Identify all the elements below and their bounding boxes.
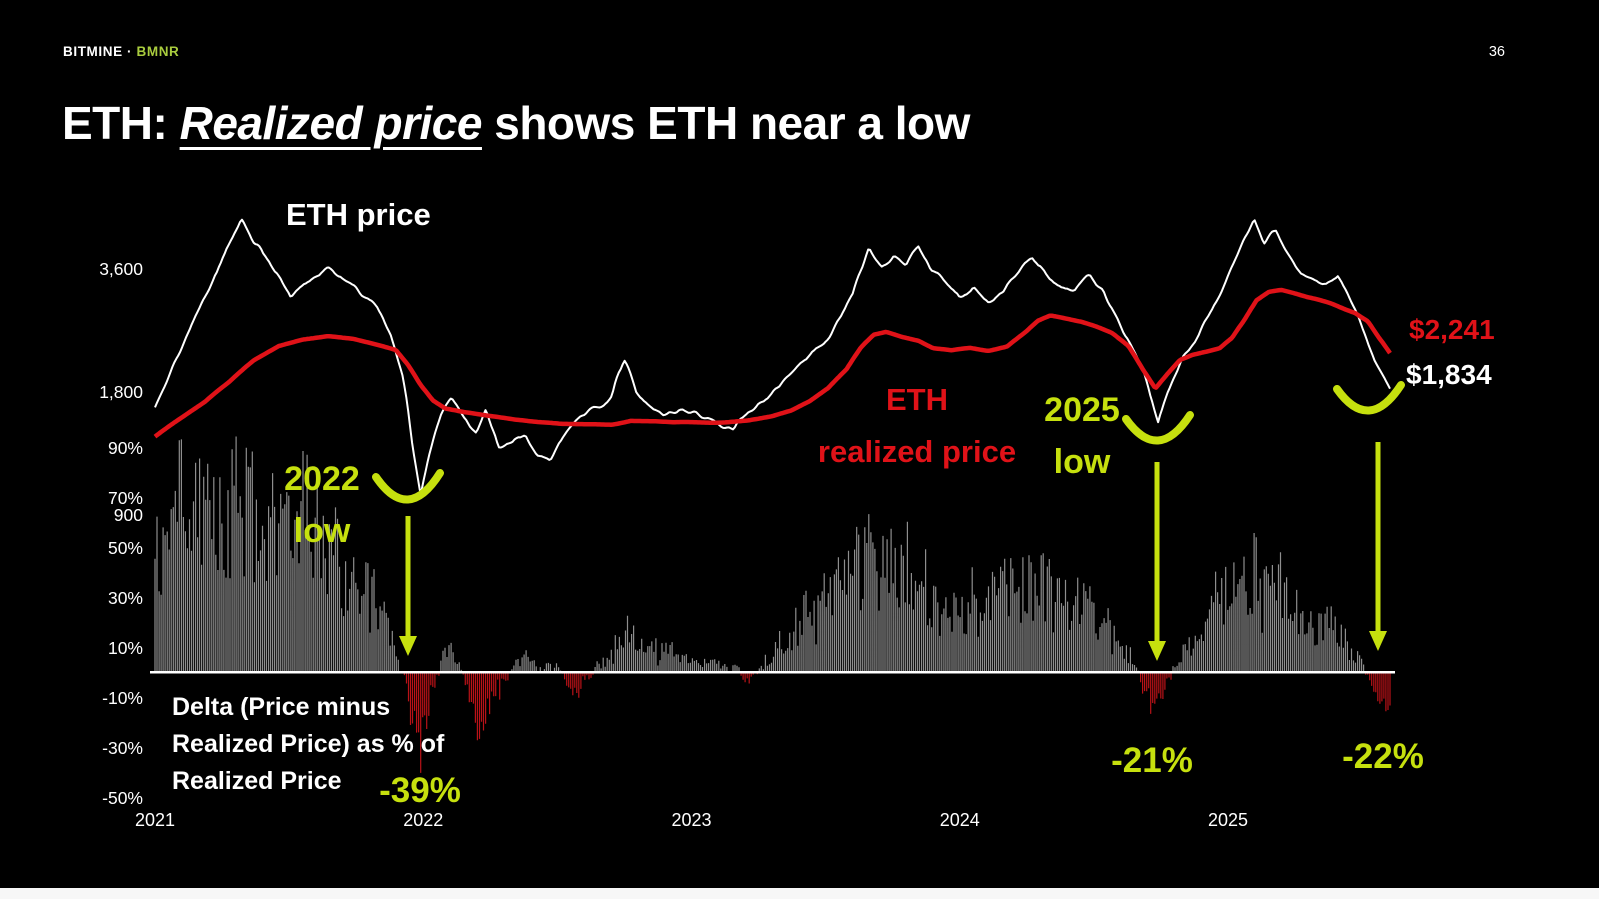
eth-price-series-label: ETH price	[286, 197, 431, 232]
x-axis-year-tick: 2022	[403, 810, 444, 830]
delta-current-value-label: -22%	[1342, 737, 1424, 776]
x-axis-year-tick: 2021	[134, 810, 176, 830]
eth-price-line	[154, 218, 1391, 492]
y-axis-percent-tick: 90%	[107, 437, 143, 458]
y-axis-percent-tick: 10%	[107, 637, 143, 658]
y-axis-price-tick: 1,800	[99, 382, 143, 402]
low-2025-curve-marker-icon	[1122, 411, 1194, 445]
last-realized-price-label: $2,241	[1409, 314, 1495, 345]
y-axis-percent-tick: -10%	[102, 687, 143, 708]
low-2025-label: 2025 low	[1044, 391, 1120, 481]
title-suffix: shows ETH near a low	[481, 97, 970, 149]
y-axis-price-tick: 3,600	[99, 259, 143, 279]
x-axis-year-tick: 2023	[671, 810, 712, 830]
brand-separator: ·	[122, 44, 137, 59]
low-2025-arrowhead-icon	[1148, 641, 1166, 661]
y-axis-price-tick: 900	[113, 505, 143, 525]
delta-bars-positive	[154, 436, 1365, 673]
y-axis-percent-tick: 70%	[107, 487, 143, 508]
eth-realized-price-series-label: ETH realized price	[817, 382, 1017, 469]
current-low-curve-marker-icon	[1333, 381, 1405, 415]
title-emphasis: Realized price	[179, 97, 483, 149]
low-2022-curve-marker-icon	[372, 469, 444, 504]
title-prefix: ETH:	[62, 97, 180, 149]
brand: BITMINE · BMNR	[63, 44, 179, 59]
last-eth-price-label: $1,834	[1406, 359, 1492, 390]
brand-ticker: BMNR	[136, 44, 180, 59]
eth-realized-price-line	[153, 287, 1392, 439]
zero-baseline	[150, 671, 1395, 674]
x-axis-year-tick: 2025	[1207, 810, 1249, 830]
y-axis-percent-tick: 50%	[107, 537, 143, 558]
x-axis-year-tick: 2024	[939, 810, 980, 830]
delta-2022-value-label: -39%	[379, 771, 461, 810]
page-title: ETH: Realized price shows ETH near a low	[62, 96, 970, 150]
y-axis-percent-tick: -30%	[102, 737, 143, 758]
page-number: 36	[1488, 44, 1505, 60]
slide-bottom-edge	[0, 888, 1599, 899]
delta-axis-caption: Delta (Price minus Realized Price) as % …	[172, 693, 445, 795]
delta-2025-value-label: -21%	[1111, 741, 1193, 780]
y-axis-percent-tick: -50%	[102, 787, 143, 808]
low-2022-arrowhead-icon	[399, 636, 417, 656]
brand-name: BITMINE	[63, 44, 123, 59]
y-axis-percent-tick: 30%	[107, 587, 143, 608]
low-2022-label: 2022 low	[284, 460, 360, 550]
current-low-arrowhead-icon	[1369, 631, 1387, 651]
